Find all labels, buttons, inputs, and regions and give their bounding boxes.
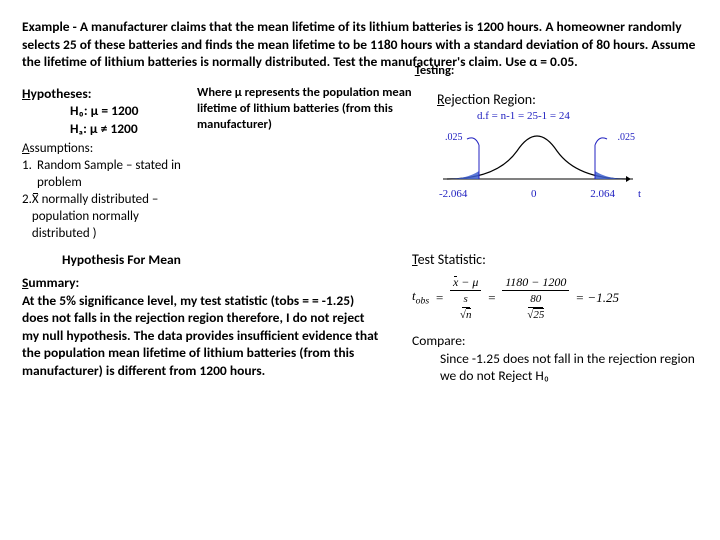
- rejection-region-block: Rejection Region: d.f = n-1 = 25-1 = 24 …: [427, 85, 698, 243]
- test-statistic-label: Test Statistic:: [412, 251, 698, 269]
- zero-label: 0: [531, 187, 537, 201]
- axis-var: t: [638, 187, 641, 201]
- assumptions-block: Assumptions: 1.Random Sample – stated in…: [22, 141, 197, 242]
- test-stat-result: = −1.25: [575, 290, 619, 307]
- null-hypothesis: H₀: μ = 1200: [22, 102, 197, 120]
- middle-row: Hypotheses: H₀: μ = 1200 Hₐ: μ ≠ 1200 As…: [22, 85, 698, 243]
- assumption-1: Random Sample – stated in problem: [37, 158, 197, 192]
- hypothesis-for-mean: Hypothesis For Mean: [22, 251, 382, 269]
- summary-body: At the 5% significance level, my test st…: [22, 292, 378, 379]
- compare-label: Compare:: [412, 332, 698, 350]
- df-text: d.f = n-1 = 25-1 = 24: [477, 109, 570, 123]
- test-statistic-formula: tobs = x − μ s √n = 1180 − 1200 80 √25: [412, 275, 698, 322]
- alt-hypothesis: Hₐ: μ ≠ 1200: [22, 120, 197, 138]
- left-tail-area: .025: [445, 131, 463, 144]
- compare-body: Since -1.25 does not fall in the rejecti…: [412, 350, 698, 385]
- crit-low: -2.064: [439, 187, 467, 201]
- lower-row: Hypothesis For Mean Summary: At the 5% s…: [22, 251, 698, 385]
- right-tail-area: .025: [618, 131, 636, 144]
- rejection-curve: d.f = n-1 = 25-1 = 24 .025 .025 -2.064 0…: [437, 111, 637, 199]
- summary-block: Summary: At the 5% significance level, m…: [22, 274, 382, 379]
- rejection-label: Rejection Region:: [437, 91, 698, 109]
- mu-definition: Where μ represents the population mean l…: [197, 85, 427, 243]
- hypotheses-block: Hypotheses: H₀: μ = 1200 Hₐ: μ ≠ 1200 As…: [22, 85, 197, 243]
- assumption-2: X normally distributed – population norm…: [32, 192, 197, 243]
- compare-block: Compare: Since -1.25 does not fall in th…: [412, 332, 698, 385]
- hypotheses-label: Hypotheses:: [22, 85, 197, 103]
- crit-high: 2.064: [590, 187, 615, 201]
- example-problem: Example - A manufacturer claims that the…: [22, 18, 698, 71]
